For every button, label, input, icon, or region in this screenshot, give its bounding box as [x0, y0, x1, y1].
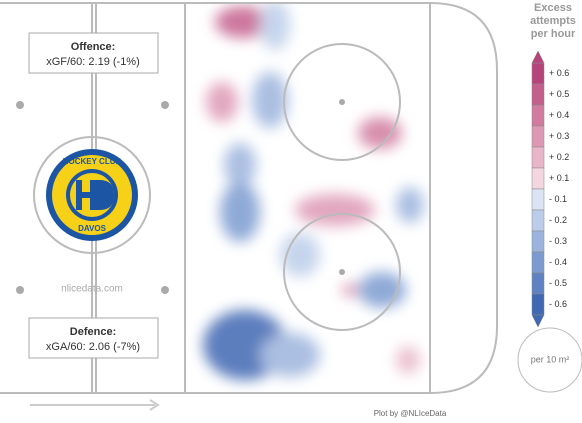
legend-swatch: [531, 125, 545, 148]
legend-label: - 0.1: [549, 194, 567, 204]
offence-box: Offence: xGF/60: 2.19 (-1%): [28, 32, 159, 74]
unit-circle: [517, 327, 582, 393]
defence-stat: xGA/60: 2.06 (-7%): [46, 341, 140, 353]
legend-label: + 0.5: [549, 89, 569, 99]
offence-stat: xGF/60: 2.19 (-1%): [46, 56, 140, 68]
legend-swatch: [531, 104, 545, 127]
legend-arrow: [531, 314, 545, 328]
legend-swatch: [531, 167, 545, 190]
legend-label: + 0.4: [549, 110, 569, 120]
legend-label: + 0.1: [549, 173, 569, 183]
legend-title: per hour: [531, 28, 576, 40]
logo: HOCKEY CLUB DAVOS: [46, 149, 138, 241]
legend-label: + 0.6: [549, 68, 569, 78]
legend-label: - 0.5: [549, 278, 567, 288]
legend-swatch: [531, 83, 545, 106]
legend-swatch: [531, 251, 545, 274]
legend-swatch: [531, 293, 545, 316]
logo-bottom: DAVOS: [78, 224, 107, 233]
legend-arrow: [531, 50, 545, 64]
legend-swatch: [531, 62, 545, 85]
offence-title: Offence:: [71, 41, 116, 53]
legend-label: + 0.3: [549, 131, 569, 141]
legend-title: attempts: [530, 15, 576, 27]
legend-label: - 0.2: [549, 215, 567, 225]
legend-unit: per 10 m²: [531, 354, 570, 364]
logo-top: HOCKEY CLUB: [63, 157, 122, 166]
legend-swatch: [531, 209, 545, 232]
defence-title: Defence:: [70, 326, 116, 338]
legend-label: - 0.6: [549, 299, 567, 309]
legend-swatch: [531, 188, 545, 211]
legend-title: Excess: [534, 2, 572, 14]
legend-label: + 0.2: [549, 152, 569, 162]
watermark: nlicedata.com: [61, 284, 123, 295]
legend-swatch: [531, 146, 545, 169]
legend-swatch: [531, 272, 545, 295]
heatmap: [203, 3, 424, 380]
legend-label: - 0.4: [549, 257, 567, 267]
credit: Plot by @NLIceData: [374, 409, 447, 418]
defence-box: Defence: xGA/60: 2.06 (-7%): [28, 317, 159, 359]
legend-swatch: [531, 230, 545, 253]
legend-label: - 0.3: [549, 236, 567, 246]
